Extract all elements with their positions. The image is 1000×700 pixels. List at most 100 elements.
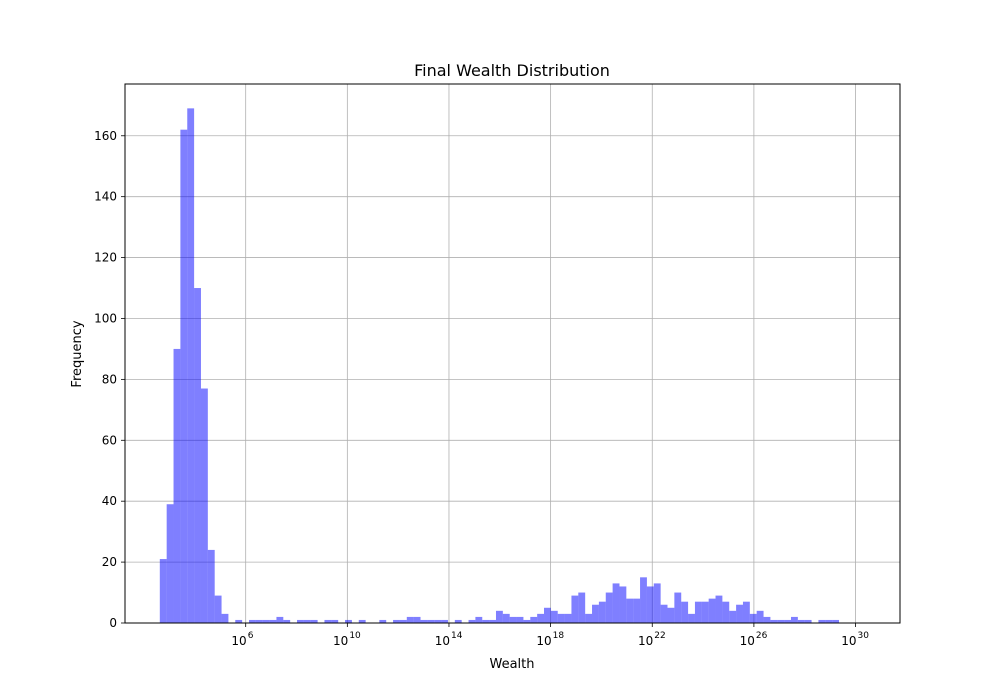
- histogram-bar: [495, 610, 503, 623]
- histogram-bar: [303, 619, 311, 623]
- histogram-bar: [557, 613, 565, 623]
- histogram-bar: [742, 601, 750, 623]
- histogram-bar: [749, 613, 757, 623]
- histogram-bar: [777, 619, 785, 623]
- histogram-bar: [482, 619, 490, 623]
- histogram-bar: [674, 592, 682, 623]
- histogram-bar: [770, 619, 778, 623]
- x-tick-base: 10: [435, 634, 450, 648]
- histogram-bar: [660, 604, 668, 623]
- y-tick-label: 20: [102, 555, 117, 569]
- histogram-bar: [221, 613, 229, 623]
- y-tick-label: 160: [94, 129, 117, 143]
- histogram-bar: [406, 616, 414, 623]
- histogram-bar: [475, 616, 483, 623]
- x-tick-exponent: 26: [756, 631, 768, 641]
- y-axis-label: Frequency: [70, 320, 85, 387]
- histogram-bar: [612, 583, 620, 623]
- histogram-bar: [619, 586, 627, 623]
- histogram-bar: [269, 619, 277, 623]
- x-tick-exponent: 30: [858, 631, 870, 641]
- histogram-bar: [818, 619, 826, 623]
- histogram-bar: [523, 619, 531, 623]
- histogram-bar: [578, 592, 586, 623]
- x-tick-label: 10 6: [231, 631, 253, 648]
- histogram-bar: [653, 583, 661, 623]
- x-tick-exponent: 18: [553, 631, 565, 641]
- plot-frame: [124, 83, 901, 624]
- histogram-bar: [550, 610, 558, 623]
- histogram-bar: [688, 613, 695, 623]
- chart-title: Final Wealth Distribution: [414, 61, 610, 80]
- x-tick-exponent: 10: [349, 631, 361, 641]
- grid-lines: [125, 84, 900, 624]
- histogram-bar: [797, 619, 805, 623]
- histogram-bar: [667, 607, 675, 623]
- histogram-bar: [502, 613, 510, 623]
- histogram-bar: [763, 616, 771, 623]
- histogram-bar: [825, 619, 833, 623]
- y-tick-label: 140: [94, 190, 117, 204]
- x-tick-label: 10 18: [536, 631, 564, 648]
- histogram-bar: [489, 619, 496, 623]
- histogram-bar: [509, 616, 517, 623]
- histogram-bar: [784, 619, 791, 623]
- histogram-bar: [715, 595, 723, 623]
- x-tick-base: 10: [638, 634, 653, 648]
- histogram-bar: [297, 619, 304, 623]
- histogram-bar: [393, 619, 400, 623]
- histogram-bar: [420, 619, 428, 623]
- histogram-bar: [166, 504, 174, 623]
- histogram-bar: [468, 619, 476, 623]
- histogram-bar: [207, 549, 215, 623]
- histogram-bar: [173, 348, 181, 623]
- histogram-bar: [276, 616, 284, 623]
- histogram-bar: [454, 619, 462, 623]
- histogram-bar: [729, 610, 737, 623]
- histogram-bar: [434, 619, 442, 623]
- histogram-bar: [640, 577, 647, 623]
- histogram-bar: [804, 619, 812, 623]
- y-tick-label: 0: [109, 616, 117, 630]
- histogram-bar: [159, 559, 167, 623]
- histogram-bar: [708, 598, 716, 623]
- histogram-bar: [255, 619, 263, 623]
- x-tick-base: 10: [333, 634, 348, 648]
- x-tick-base: 10: [841, 634, 856, 648]
- histogram-bar: [331, 619, 339, 623]
- histogram-bar: [626, 598, 634, 623]
- histogram-bar: [681, 601, 689, 623]
- histogram-bar: [194, 288, 201, 623]
- histogram-bar: [200, 388, 208, 623]
- y-tick-label: 40: [102, 494, 117, 508]
- histogram-bar: [544, 607, 551, 623]
- x-tick-exponent: 6: [248, 631, 254, 641]
- histogram-bar: [379, 619, 387, 623]
- histogram-bar: [441, 619, 448, 623]
- histogram-bar: [694, 601, 702, 623]
- histogram-bar: [262, 619, 270, 623]
- histogram-bar: [537, 613, 545, 623]
- x-tick-base: 10: [536, 634, 551, 648]
- x-tick-exponent: 22: [654, 631, 665, 641]
- histogram-bar: [187, 108, 195, 624]
- histogram-bar: [564, 613, 572, 623]
- x-tick-label: 10 10: [333, 631, 361, 648]
- histogram-bar: [585, 613, 593, 623]
- x-tick-label: 10 14: [435, 631, 463, 648]
- histogram-bar: [736, 604, 743, 623]
- histogram-bar: [180, 129, 188, 623]
- histogram-bar: [516, 616, 524, 623]
- x-tick-base: 10: [231, 634, 246, 648]
- histogram-bar: [413, 616, 421, 623]
- histogram-bar: [646, 586, 654, 623]
- histogram-bar: [324, 619, 332, 623]
- histogram-bar: [530, 616, 538, 623]
- histogram-bar: [722, 601, 730, 623]
- histogram-bar: [571, 595, 579, 623]
- histogram-bar: [249, 619, 256, 623]
- y-tick-label: 60: [102, 433, 117, 447]
